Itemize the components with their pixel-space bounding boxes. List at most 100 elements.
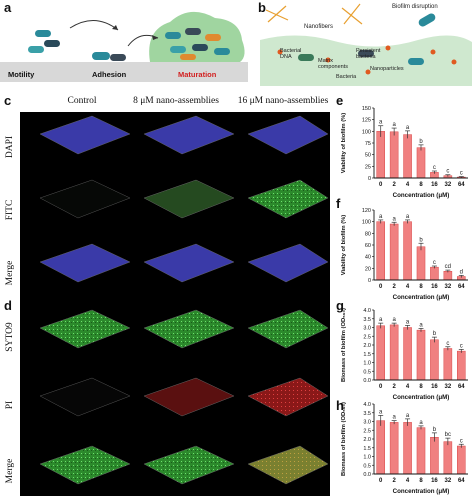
bar [376, 131, 385, 179]
significance-letter: c [460, 438, 463, 444]
x-tick-label: 8 [419, 284, 423, 290]
x-tick-label: 64 [458, 182, 465, 188]
y-tick-label: 80 [365, 231, 371, 237]
x-tick-label: 2 [392, 284, 396, 290]
x-axis-label: Concentration (μM) [393, 192, 450, 199]
bar [376, 325, 385, 381]
significance-letter: c [433, 260, 436, 266]
significance-letter: a [406, 214, 410, 220]
x-tick-label: 4 [406, 478, 410, 484]
bar [443, 441, 453, 475]
merge-d-control [39, 445, 131, 485]
y-tick-label: 0 [368, 176, 371, 182]
y-tick-label: 2.0 [363, 343, 371, 349]
bar [389, 223, 399, 281]
y-tick-label: 60 [365, 243, 371, 249]
row-label-merge-c: Merge [5, 260, 15, 286]
label-matrix-components: Matrix components [318, 58, 348, 70]
y-tick-label: 20 [365, 266, 371, 272]
bar [403, 327, 412, 381]
nanofibers-icon [265, 3, 363, 25]
biofilm-layer [260, 35, 472, 86]
fitc-8um [143, 179, 235, 219]
y-tick-label: 3.0 [363, 420, 371, 426]
syto9-16um [247, 309, 329, 349]
x-tick-label: 16 [431, 182, 438, 188]
x-tick-label: 2 [392, 384, 396, 390]
x-tick-label: 4 [406, 284, 410, 290]
bar [430, 339, 439, 381]
bar [403, 422, 412, 475]
x-tick-label: 32 [445, 384, 452, 390]
y-axis-label: Biomass of biofilm (OD₅₉₀) [341, 402, 347, 476]
panel-label-d: d [4, 298, 12, 313]
y-tick-label: 40 [365, 255, 371, 261]
y-tick-label: 75 [365, 141, 371, 147]
panel-label-e: e [336, 93, 344, 108]
y-tick-label: 0.5 [363, 463, 371, 469]
y-axis-label: Biomass of biofilm (OD₅₉₀) [341, 308, 347, 382]
bar [416, 329, 426, 381]
significance-letter: d [460, 269, 463, 275]
x-tick-label: 4 [406, 182, 410, 188]
bacterium-adhesion-1 [92, 52, 110, 60]
significance-letter: a [392, 317, 396, 323]
significance-letter: a [379, 409, 383, 415]
dapi-16um [247, 115, 329, 155]
panel-b-schematic [260, 3, 472, 86]
arrow-head-1 [112, 25, 118, 30]
stage-maturation: Maturation [178, 70, 217, 79]
bar [403, 134, 412, 179]
x-tick-label: 8 [419, 182, 423, 188]
y-axis-label: Viability of biofilm (%) [341, 215, 347, 276]
significance-letter: c [433, 165, 436, 171]
y-tick-label: 1.5 [363, 352, 371, 358]
pi-8um [143, 377, 235, 417]
y-tick-label: 0 [368, 278, 371, 284]
confocal-images [39, 115, 329, 485]
x-tick-label: 64 [458, 478, 465, 484]
bar [376, 420, 385, 475]
bar [403, 221, 412, 281]
bar [389, 131, 399, 179]
y-tick-label: 1.0 [363, 455, 371, 461]
x-tick-label: 2 [392, 182, 396, 188]
y-tick-label: 2.5 [363, 428, 371, 434]
significance-letter: a [406, 319, 410, 325]
row-label-merge-d: Merge [5, 458, 15, 484]
row-label-dapi: DAPI [5, 135, 15, 159]
chart-g: 0.0 0.5 1.0 1.5 2.0 2.5 3.0 3.5 4.0 a 0 a 2 a 4 a 8 b 16 c 3… [341, 308, 468, 401]
panel-label-c: c [4, 93, 12, 108]
x-tick-label: 2 [392, 478, 396, 484]
panel-a-schematic [0, 11, 248, 82]
y-tick-label: 3.5 [363, 317, 371, 323]
x-tick-label: 16 [431, 284, 438, 290]
y-tick-label: 120 [362, 208, 371, 214]
y-tick-label: 25 [365, 164, 371, 170]
bar [457, 445, 466, 475]
y-tick-label: 0.0 [363, 378, 371, 384]
row-label-syto9: SYTO9 [5, 322, 15, 352]
significance-letter: bc [445, 432, 451, 438]
significance-letter: a [379, 317, 383, 323]
fitc-16um [247, 179, 329, 219]
label-bacteria: Bacteria [336, 74, 357, 80]
bar [416, 147, 426, 179]
y-tick-label: 1.0 [363, 361, 371, 367]
significance-letter: b [433, 331, 437, 337]
significance-letter: a [406, 413, 410, 419]
y-tick-label: 3.0 [363, 326, 371, 332]
x-tick-label: 32 [445, 478, 452, 484]
label-persistent-bacteria: Persistent bacteria [356, 48, 381, 60]
significance-letter: b [419, 139, 423, 145]
y-tick-label: 100 [362, 129, 371, 135]
significance-letter: a [392, 122, 396, 128]
chart-f: 0 20 40 60 80 100 120 a 0 a 2 a 4 b 8 c 16 cd 32 d 64 Concent… [341, 208, 468, 301]
syto9-control [39, 309, 131, 349]
col-header-control: Control [67, 96, 97, 106]
label-bacterial-dna: Bacterial DNA [280, 48, 302, 60]
y-tick-label: 2.0 [363, 437, 371, 443]
x-axis-label: Concentration (μM) [393, 488, 450, 495]
significance-letter: a [419, 322, 423, 328]
panel-label-b: b [258, 0, 266, 15]
